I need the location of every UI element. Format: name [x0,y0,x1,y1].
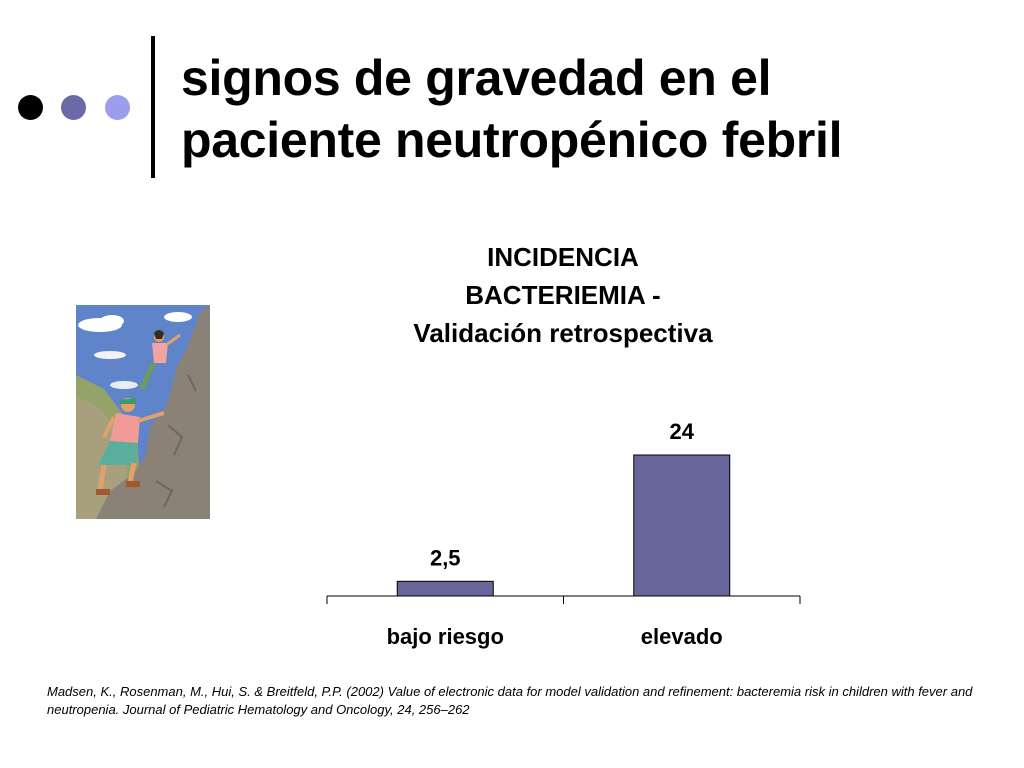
bullet-dot-black [18,95,43,120]
data-label-1: 2,5 [430,545,461,570]
climber-bottom [96,398,165,495]
chart-title-line-2: BACTERIEMIA - [465,280,661,310]
bullet-dot-lavender [105,95,130,120]
category-label-2: elevado [641,624,723,649]
tick-marks [326,596,801,604]
bar-1 [396,580,494,597]
slide-title: signos de gravedad en el paciente neutro… [181,47,1001,171]
chart-title: INCIDENCIA BACTERIEMIA - Validación retr… [330,238,796,352]
citation: Madsen, K., Rosenman, M., Hui, S. & Brei… [47,684,973,717]
rock-cracks [155,374,197,508]
climber-top [139,330,181,390]
category-label-1: bajo riesgo [387,624,504,649]
bar-2 [633,454,731,597]
slide-title-line-1: signos de gravedad en el [181,50,772,106]
data-label-2: 24 [670,419,695,444]
title-divider [151,36,155,178]
bars-layer [396,454,731,597]
chart-title-line-1: INCIDENCIA [487,242,639,272]
bar-chart: 2,5 bajo riesgo 24 elevado [326,419,801,649]
rock-wall [96,305,210,519]
bullet-dot-purple [61,95,86,120]
slide-title-line-2: paciente neutropénico febril [181,112,843,168]
chart-title-line-3: Validación retrospectiva [413,318,713,348]
labels-layer: 2,5 bajo riesgo 24 elevado [387,419,723,649]
rock-climbers-clipart [76,305,210,519]
cloud-shapes [78,312,192,389]
